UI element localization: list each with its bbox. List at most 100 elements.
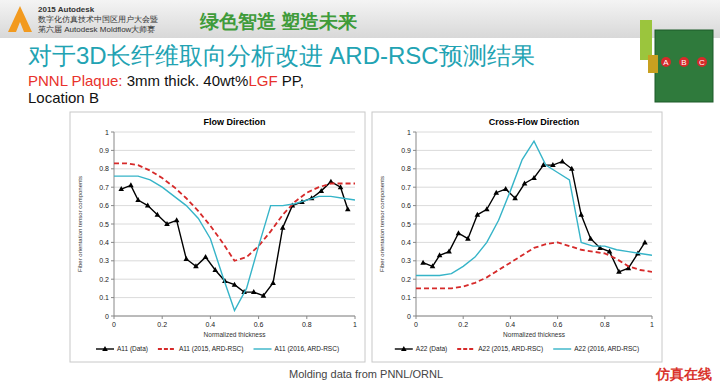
subtitle: Location B bbox=[28, 89, 99, 106]
data-point bbox=[588, 236, 594, 241]
subtitle-part: PNNL Plaque: bbox=[28, 72, 127, 89]
subtitle-part: Location B bbox=[28, 89, 99, 106]
y-tick-label: 0.9 bbox=[99, 147, 109, 154]
legend-label: A22 (2015, ARD-RSC) bbox=[478, 345, 543, 353]
data-point bbox=[531, 175, 537, 180]
grid-line bbox=[416, 260, 652, 261]
x-axis bbox=[114, 316, 355, 317]
x-axis bbox=[416, 316, 652, 317]
y-tick-label: 0.4 bbox=[401, 239, 411, 246]
data-point bbox=[475, 212, 481, 217]
legend-label: A22 (Data) bbox=[416, 345, 447, 353]
grid-line bbox=[114, 132, 355, 133]
header-band bbox=[0, 0, 720, 38]
legend-swatch bbox=[158, 348, 176, 350]
data-point bbox=[642, 239, 648, 244]
grid-line bbox=[114, 316, 355, 317]
data-point bbox=[280, 225, 286, 230]
legend-item: A22 (2015, ARD-RSC) bbox=[457, 345, 543, 353]
y-axis-title: Fiber orientation tensor components bbox=[379, 176, 385, 272]
x-axis-title: Normalized thickness bbox=[204, 331, 267, 338]
grid-line bbox=[416, 242, 652, 243]
legend-swatch bbox=[553, 348, 571, 349]
data-point bbox=[164, 221, 170, 226]
series-line bbox=[114, 163, 355, 261]
data-point bbox=[118, 186, 124, 191]
y-tick-label: 0.3 bbox=[99, 257, 109, 264]
y-tick-label: 0.7 bbox=[401, 184, 411, 191]
grid-line bbox=[114, 168, 355, 169]
plaque-label: B bbox=[681, 58, 686, 67]
logo bbox=[8, 6, 32, 32]
plaque-runner bbox=[648, 55, 658, 73]
grid-line bbox=[416, 132, 652, 133]
data-point bbox=[456, 230, 462, 235]
y-tick-label: 0.6 bbox=[401, 202, 411, 209]
header-text: 第六届 Autodesk Moldflow大师赛 bbox=[38, 25, 155, 34]
data-point bbox=[550, 162, 556, 167]
y-tick-label: 0.1 bbox=[99, 294, 109, 301]
data-point bbox=[446, 249, 452, 254]
x-tick-label: 1 bbox=[353, 321, 357, 328]
x-axis-title: Normalized thickness bbox=[503, 331, 566, 338]
data-point bbox=[318, 188, 324, 193]
legend: A22 (Data) A22 (2015, ARD-RSC) A22 (2016, … bbox=[395, 345, 639, 353]
data-point bbox=[338, 184, 344, 189]
legend-label: A11 (2016, ARD-RSC) bbox=[275, 345, 340, 353]
grid-line bbox=[114, 279, 355, 280]
grid-line bbox=[416, 279, 652, 280]
legend-item: A22 (2016, ARD-RSC) bbox=[553, 345, 639, 353]
data-point bbox=[193, 263, 199, 268]
x-tick-label: 1 bbox=[650, 321, 654, 328]
plaque-point bbox=[679, 57, 689, 67]
data-point bbox=[270, 280, 276, 285]
legend-item: A22 (Data) bbox=[395, 345, 447, 353]
data-point bbox=[569, 166, 575, 171]
series-line bbox=[121, 182, 348, 296]
y-tick-label: 0.6 bbox=[99, 202, 109, 209]
y-tick-label: 0.3 bbox=[401, 257, 411, 264]
legend-marker bbox=[102, 346, 108, 351]
data-point bbox=[203, 254, 209, 259]
subtitle-part: PP, bbox=[278, 72, 304, 89]
x-tick-label: 0.6 bbox=[553, 321, 563, 328]
y-tick-label: 0.2 bbox=[99, 276, 109, 283]
legend-label: A22 (2016, ARD-RSC) bbox=[574, 345, 639, 353]
grid-line bbox=[416, 205, 652, 206]
grid-line bbox=[114, 150, 355, 151]
grid-line bbox=[416, 224, 652, 225]
series-line bbox=[416, 141, 652, 275]
data-point bbox=[522, 181, 528, 186]
plaque-gate bbox=[640, 20, 652, 60]
subtitle: PNNL Plaque: 3mm thick. 40wt%LGF PP, bbox=[28, 72, 304, 89]
grid-line bbox=[416, 150, 652, 151]
chart: Flow Direction00.10.20.30.40.50.60.70.80… bbox=[70, 112, 365, 362]
header-text: 2015 Autodesk bbox=[38, 5, 95, 14]
y-tick-label: 0.5 bbox=[99, 221, 109, 228]
data-point bbox=[135, 197, 141, 202]
y-tick-label: 0.4 bbox=[99, 239, 109, 246]
series-line bbox=[114, 176, 355, 310]
data-point bbox=[184, 256, 190, 261]
grid-line bbox=[416, 168, 652, 169]
chart-box bbox=[70, 112, 365, 362]
y-tick-label: 0.1 bbox=[401, 294, 411, 301]
data-point bbox=[145, 203, 151, 208]
x-tick-label: 0.2 bbox=[157, 321, 167, 328]
grid-line bbox=[114, 297, 355, 298]
legend-label: A11 (Data) bbox=[117, 345, 148, 353]
watermark: 仿真在线 bbox=[655, 366, 712, 382]
legend: A11 (Data)A11 (2015, ARD-RSC)A11 (2016, … bbox=[96, 345, 339, 353]
data-point bbox=[261, 293, 267, 298]
legend-swatch bbox=[254, 348, 272, 349]
y-tick-label: 1 bbox=[407, 129, 411, 136]
data-point bbox=[484, 206, 490, 211]
data-point bbox=[465, 236, 471, 241]
y-tick-label: 1 bbox=[105, 129, 109, 136]
data-point bbox=[512, 195, 518, 200]
x-tick-label: 0.6 bbox=[254, 321, 264, 328]
legend-item: A11 (Data) bbox=[96, 345, 148, 353]
data-point bbox=[616, 269, 622, 274]
data-point bbox=[251, 289, 257, 294]
y-axis bbox=[114, 132, 115, 316]
